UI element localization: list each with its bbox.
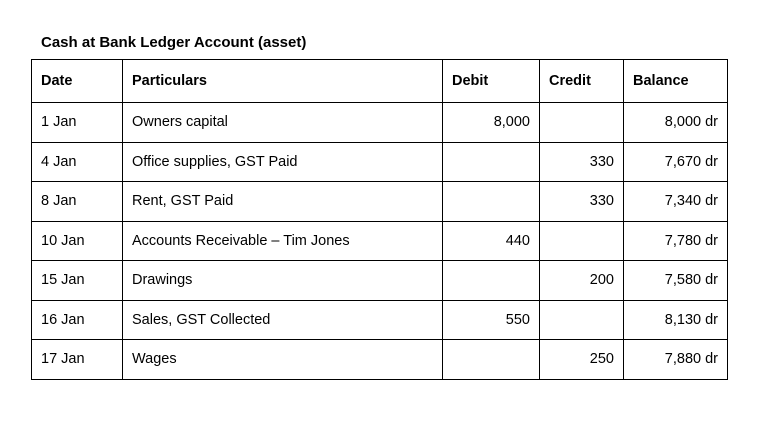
ledger-table: Date Particulars Debit Credit Balance 1 …	[31, 59, 728, 380]
cell-date: 4 Jan	[31, 141, 123, 182]
cell-balance: 7,880 dr	[623, 339, 728, 380]
table-row: 1 Jan Owners capital 8,000 8,000 dr	[31, 102, 728, 143]
cell-credit: 200	[539, 260, 624, 301]
cell-date: 15 Jan	[31, 260, 123, 301]
cell-balance: 8,000 dr	[623, 102, 728, 143]
cell-debit: 550	[442, 299, 540, 340]
ledger-title: Cash at Bank Ledger Account (asset)	[41, 34, 307, 51]
cell-debit: 8,000	[442, 102, 540, 143]
cell-particulars: Drawings	[122, 260, 443, 301]
table-row: 16 Jan Sales, GST Collected 550 8,130 dr	[31, 299, 728, 340]
cell-date: 17 Jan	[31, 339, 123, 380]
cell-particulars: Sales, GST Collected	[122, 299, 443, 340]
cell-debit	[442, 339, 540, 380]
cell-credit: 330	[539, 181, 624, 222]
cell-particulars: Office supplies, GST Paid	[122, 141, 443, 182]
cell-particulars: Rent, GST Paid	[122, 181, 443, 222]
cell-credit: 250	[539, 339, 624, 380]
table-row: 10 Jan Accounts Receivable – Tim Jones 4…	[31, 220, 728, 261]
cell-balance: 7,670 dr	[623, 141, 728, 182]
cell-credit	[539, 299, 624, 340]
column-header-particulars: Particulars	[122, 59, 443, 103]
cell-balance: 7,780 dr	[623, 220, 728, 261]
cell-date: 10 Jan	[31, 220, 123, 261]
table-row: 17 Jan Wages 250 7,880 dr	[31, 339, 728, 380]
column-header-debit: Debit	[442, 59, 540, 103]
table-row: 8 Jan Rent, GST Paid 330 7,340 dr	[31, 181, 728, 222]
cell-debit	[442, 181, 540, 222]
table-row: 15 Jan Drawings 200 7,580 dr	[31, 260, 728, 301]
cell-credit	[539, 220, 624, 261]
cell-debit: 440	[442, 220, 540, 261]
cell-balance: 7,580 dr	[623, 260, 728, 301]
cell-particulars: Accounts Receivable – Tim Jones	[122, 220, 443, 261]
column-header-balance: Balance	[623, 59, 728, 103]
cell-date: 16 Jan	[31, 299, 123, 340]
cell-particulars: Owners capital	[122, 102, 443, 143]
cell-date: 1 Jan	[31, 102, 123, 143]
cell-debit	[442, 260, 540, 301]
column-header-credit: Credit	[539, 59, 624, 103]
cell-debit	[442, 141, 540, 182]
cell-balance: 8,130 dr	[623, 299, 728, 340]
cell-particulars: Wages	[122, 339, 443, 380]
cell-balance: 7,340 dr	[623, 181, 728, 222]
column-header-date: Date	[31, 59, 123, 103]
table-header-row: Date Particulars Debit Credit Balance	[31, 59, 728, 103]
cell-date: 8 Jan	[31, 181, 123, 222]
cell-credit	[539, 102, 624, 143]
cell-credit: 330	[539, 141, 624, 182]
table-row: 4 Jan Office supplies, GST Paid 330 7,67…	[31, 141, 728, 182]
